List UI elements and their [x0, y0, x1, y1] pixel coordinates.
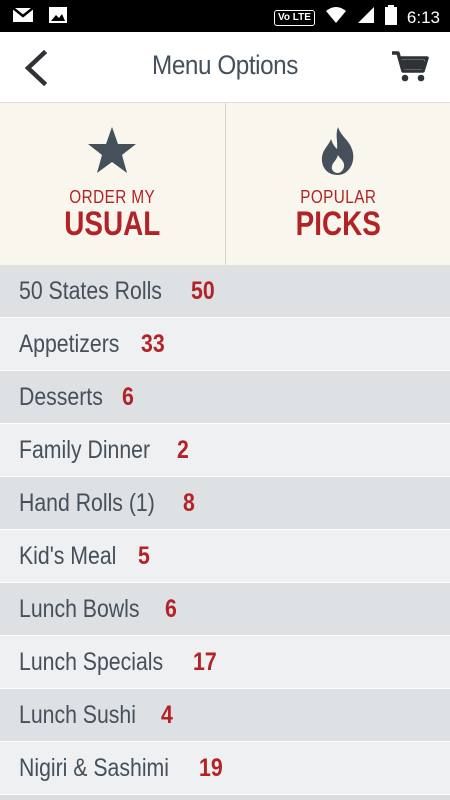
page-title: Menu Options	[152, 50, 298, 80]
cart-icon	[392, 51, 429, 82]
volte-badge: Vo LTE	[273, 9, 315, 26]
category-name: Lunch Specials	[19, 647, 164, 676]
category-count: 5	[137, 541, 150, 570]
tile-label-main: PICKS	[295, 205, 381, 243]
list-item[interactable]: Lunch Specials 17	[0, 636, 450, 689]
category-count: 50	[191, 276, 215, 305]
list-item[interactable]: Lunch Bowls 6	[0, 583, 450, 636]
category-count: 6	[121, 382, 134, 411]
category-count: 2	[177, 435, 190, 464]
list-item[interactable]: 50 States Rolls 50	[0, 265, 450, 318]
category-name: Lunch Sushi	[19, 700, 136, 729]
list-item[interactable]: Lunch Sushi 4	[0, 689, 450, 742]
list-item[interactable]: Kid's Meal 5	[0, 530, 450, 583]
category-name: Lunch Bowls	[19, 594, 140, 623]
category-count: 17	[192, 647, 217, 676]
list-item[interactable]: Desserts 6	[0, 371, 450, 424]
category-name: Hand Rolls (1)	[19, 488, 155, 517]
status-bar: Vo LTE 6:13	[0, 0, 450, 32]
list-item[interactable]: Hand Rolls (1) 8	[0, 477, 450, 530]
category-name: Family Dinner	[19, 435, 151, 464]
back-button[interactable]	[20, 49, 56, 87]
category-name: Appetizers	[19, 329, 120, 358]
category-name: Desserts	[19, 382, 103, 411]
gmail-icon	[12, 6, 34, 29]
quick-actions: ORDER MY USUAL POPULAR PICKS	[0, 103, 450, 265]
category-count: 19	[199, 753, 224, 782]
image-icon	[48, 6, 68, 29]
popular-picks-button[interactable]: POPULAR PICKS	[224, 103, 450, 265]
list-item[interactable]: Family Dinner 2	[0, 424, 450, 477]
order-my-usual-button[interactable]: ORDER MY USUAL	[0, 103, 225, 265]
flame-icon	[315, 125, 361, 182]
category-list: 50 States Rolls 50 Appetizers 33 Desserts 6…	[0, 265, 450, 795]
tile-label-top: POPULAR	[299, 187, 376, 207]
chevron-left-icon	[24, 49, 48, 87]
list-item[interactable]: Appetizers 33	[0, 318, 450, 371]
category-count: 6	[164, 594, 177, 623]
cart-button[interactable]	[390, 49, 430, 85]
category-count: 33	[141, 329, 165, 358]
category-count: 4	[160, 700, 173, 729]
tile-label-top: ORDER MY	[69, 187, 156, 207]
battery-icon	[384, 5, 397, 30]
category-count: 8	[182, 488, 195, 517]
signal-icon	[357, 6, 375, 29]
tile-label-main: USUAL	[64, 205, 161, 243]
wifi-icon	[325, 6, 347, 29]
category-name: Nigiri & Sashimi	[19, 753, 169, 782]
star-icon	[86, 125, 138, 180]
category-name: 50 States Rolls	[19, 276, 162, 305]
app-bar: Menu Options	[0, 32, 450, 103]
list-item[interactable]: Nigiri & Sashimi 19	[0, 742, 450, 795]
clock-time: 6:13	[406, 7, 440, 27]
category-name: Kid's Meal	[19, 541, 117, 570]
